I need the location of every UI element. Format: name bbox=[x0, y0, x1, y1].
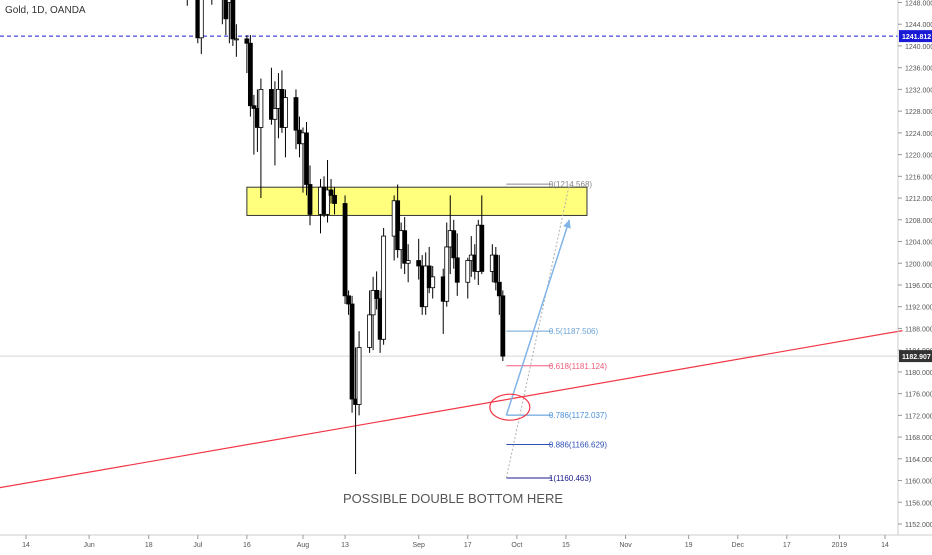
y-tick-label: 1180.000 bbox=[905, 370, 932, 377]
candle-down bbox=[332, 194, 337, 204]
y-tick-label: 1152.000 bbox=[905, 522, 932, 529]
supply-zone-box bbox=[246, 186, 588, 216]
y-tick-label: 1168.000 bbox=[905, 435, 932, 442]
y-tick-label: 1228.000 bbox=[905, 109, 932, 116]
fib-level-label: 0.5(1187.506) bbox=[549, 327, 599, 336]
y-tick-label: 1244.000 bbox=[905, 22, 932, 29]
candle-up bbox=[325, 189, 330, 215]
candle-down bbox=[346, 295, 351, 305]
candle-up bbox=[381, 235, 387, 340]
candle-down bbox=[479, 224, 485, 272]
y-tick-label: 1176.000 bbox=[905, 392, 932, 399]
x-tick-label: 13 bbox=[341, 542, 349, 549]
x-tick-label: Jun bbox=[83, 542, 94, 549]
symbol-label: Gold, 1D, OANDA bbox=[5, 5, 86, 16]
candle-down bbox=[451, 230, 457, 259]
fib-level-label: 0.786(1172.037) bbox=[549, 411, 607, 420]
candle-up bbox=[233, 38, 239, 41]
y-tick-label: 1164.000 bbox=[905, 457, 932, 464]
x-tick-label: 2019 bbox=[832, 542, 848, 549]
candle-down bbox=[328, 189, 334, 196]
x-tick-label: Sep bbox=[412, 542, 425, 549]
projection-arrow-line bbox=[505, 219, 571, 416]
candle-down bbox=[493, 254, 499, 283]
candle-up bbox=[444, 246, 450, 302]
candle-down bbox=[454, 257, 460, 283]
candle-down bbox=[416, 260, 422, 267]
candle-up bbox=[198, 0, 204, 39]
highlight-ellipse bbox=[489, 393, 531, 421]
candle-down bbox=[307, 184, 313, 215]
fib-level-label: 0.886(1166.629) bbox=[549, 441, 607, 450]
candle-down bbox=[496, 281, 502, 297]
candle-up bbox=[465, 260, 471, 283]
y-tick-label: 1200.000 bbox=[905, 261, 932, 268]
x-tick-label: Aug bbox=[297, 542, 310, 549]
candle-down bbox=[247, 42, 253, 107]
x-tick-label: 19 bbox=[685, 542, 693, 549]
y-tick-label: 1196.000 bbox=[905, 283, 932, 290]
last-price-label: 1182.907 bbox=[902, 354, 931, 361]
candle-up bbox=[283, 97, 288, 128]
y-tick-label: 1224.000 bbox=[905, 131, 932, 138]
y-tick-label: 1240.000 bbox=[905, 44, 932, 51]
y-tick-label: 1232.000 bbox=[905, 87, 932, 94]
candle-down bbox=[349, 303, 355, 400]
resistance-price-label-bg bbox=[899, 30, 932, 43]
x-tick-label: 17 bbox=[783, 542, 791, 549]
y-tick-label: 1216.000 bbox=[905, 174, 932, 181]
candle-up bbox=[430, 276, 436, 289]
candle-down bbox=[342, 203, 348, 297]
fib-level-label: 0.618(1181.124) bbox=[549, 362, 607, 371]
candle-up bbox=[258, 89, 264, 128]
y-tick-label: 1160.000 bbox=[905, 479, 932, 486]
y-tick-label: 1220.000 bbox=[905, 153, 932, 160]
y-tick-label: 1236.000 bbox=[905, 66, 932, 73]
y-tick-label: 1208.000 bbox=[905, 218, 932, 225]
candle-down bbox=[304, 132, 309, 185]
y-tick-label: 1188.000 bbox=[905, 326, 932, 333]
candle-down bbox=[402, 230, 408, 264]
candle-down bbox=[293, 97, 299, 131]
fib-level-label: 0(1214.568) bbox=[549, 180, 592, 189]
x-tick-label: 18 bbox=[145, 542, 153, 549]
ascending-trendline bbox=[0, 330, 903, 489]
last-price-label-bg bbox=[899, 350, 932, 363]
y-tick-label: 1204.000 bbox=[905, 240, 932, 247]
x-tick-label: Nov bbox=[619, 542, 632, 549]
candle-up bbox=[226, 0, 232, 3]
candle-up bbox=[356, 347, 362, 405]
x-tick-label: 14 bbox=[22, 542, 30, 549]
candle-up bbox=[370, 290, 376, 316]
resistance-price-label: 1241.812 bbox=[902, 34, 931, 41]
candle-down bbox=[230, 0, 236, 40]
candle-up bbox=[367, 314, 373, 348]
candle-down bbox=[269, 89, 274, 120]
projection-arrowhead bbox=[563, 219, 571, 229]
y-tick-label: 1172.000 bbox=[905, 413, 932, 420]
x-tick-label: 17 bbox=[464, 542, 472, 549]
fib-level-label: 1(1160.463) bbox=[549, 474, 592, 483]
y-tick-label: 1212.000 bbox=[905, 196, 932, 203]
candle-up bbox=[405, 260, 411, 264]
x-tick-label: 15 bbox=[562, 542, 570, 549]
annotation-double-bottom: POSSIBLE DOUBLE BOTTOM HERE bbox=[343, 491, 563, 506]
candle-up bbox=[272, 108, 278, 120]
candle-down bbox=[374, 290, 380, 299]
candle-down bbox=[251, 105, 257, 109]
y-tick-label: 1248.000 bbox=[905, 1, 932, 8]
candle-down bbox=[244, 38, 250, 44]
y-tick-label: 1156.000 bbox=[905, 500, 932, 507]
candle-down bbox=[500, 295, 506, 357]
x-tick-label: Jul bbox=[193, 542, 202, 549]
x-tick-label: Dec bbox=[732, 542, 745, 549]
candle-down bbox=[395, 200, 401, 251]
y-tick-label: 1192.000 bbox=[905, 305, 932, 312]
x-tick-label: 16 bbox=[243, 542, 251, 549]
x-tick-label: Oct bbox=[511, 542, 522, 549]
candle-down bbox=[223, 0, 229, 20]
x-tick-label: 14 bbox=[881, 542, 889, 549]
